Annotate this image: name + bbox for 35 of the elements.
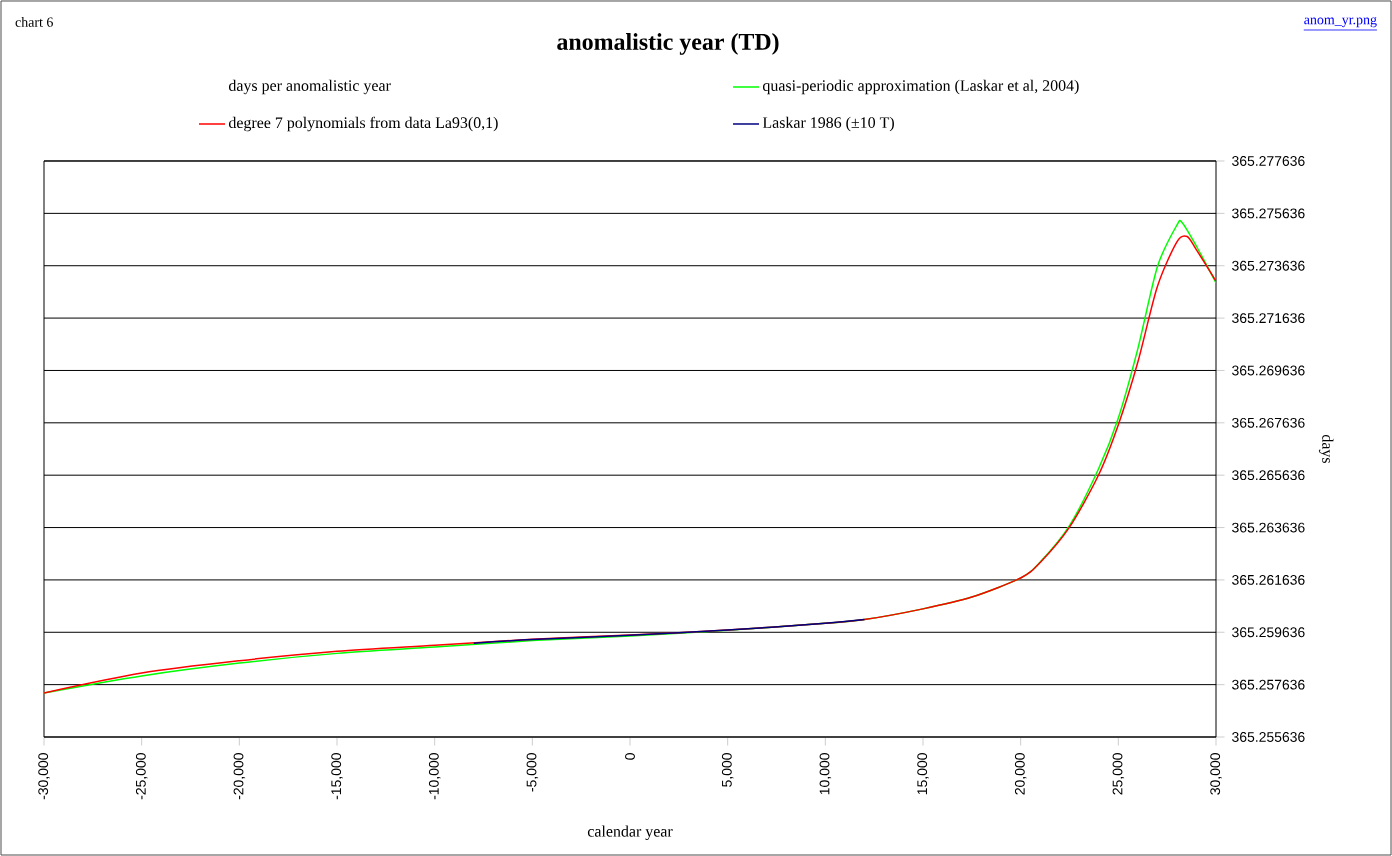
x-tick-label: 20,000	[1014, 753, 1027, 795]
y-tick-label: 365.255636	[1232, 732, 1305, 742]
x-tick-label: 15,000	[917, 753, 929, 795]
y-tick-label: 365.265636	[1232, 470, 1305, 481]
x-tick-label: -20,000	[233, 753, 246, 800]
y-tick-label: 365.275636	[1232, 208, 1305, 219]
y-tick-label: 365.263636	[1232, 522, 1305, 533]
x-tick-label: 10,000	[819, 753, 832, 795]
x-tick-label: 0	[625, 753, 635, 760]
y-tick-label: 365.269636	[1232, 365, 1305, 376]
y-tick-label: 365.277636	[1232, 156, 1305, 166]
x-tick-label: -10,000	[428, 753, 441, 800]
legend-title: days per anomalistic year	[228, 79, 391, 95]
x-tick-label: -25,000	[135, 753, 148, 800]
x-axis-title: calendar year	[587, 825, 673, 841]
x-tick-label: 30,000	[1210, 753, 1222, 795]
y-axis-title: days	[1318, 434, 1334, 464]
x-tick-label: 25,000	[1112, 753, 1125, 795]
text: anom_yr.png	[1304, 17, 1377, 28]
y-tick-label: 365.267636	[1232, 417, 1305, 428]
caption: chart 6	[15, 17, 53, 27]
legend-label: Laskar 1986 (±10 T)	[762, 116, 894, 132]
x-tick-label: 5,000	[721, 753, 734, 787]
chart-title: anomalistic year (TD)	[557, 33, 779, 55]
y-tick-label: 365.261636	[1232, 574, 1305, 585]
line-series	[472, 618, 866, 644]
legend-label: quasi-periodic approximation (Laskar et al, 2004)	[762, 79, 1079, 95]
x-tick-label: -30,000	[38, 753, 50, 800]
legend-label: degree 7 polynomials from data La93(0,1)	[228, 116, 498, 132]
x-tick-label: -15,000	[331, 753, 343, 800]
y-tick-label: 365.273636	[1232, 260, 1305, 271]
y-tick-label: 365.271636	[1232, 313, 1305, 324]
y-tick-label: 365.259636	[1232, 627, 1305, 638]
y-tick-label: 365.257636	[1232, 679, 1305, 690]
x-tick-label: -5,000	[526, 753, 539, 792]
